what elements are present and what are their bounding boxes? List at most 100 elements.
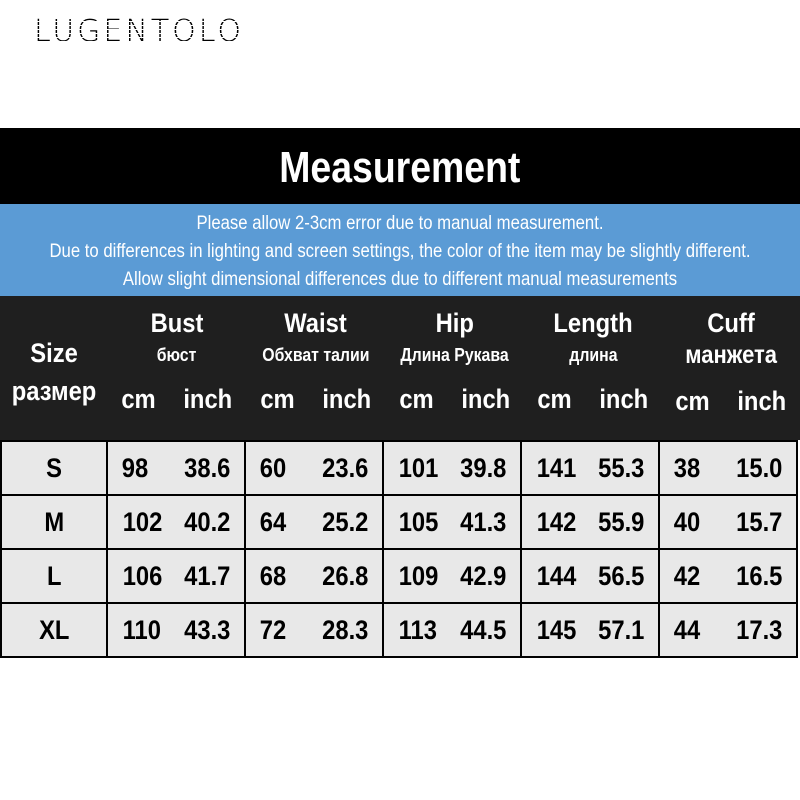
group-name-ru: манжета <box>685 341 777 369</box>
group-name-en: Bust <box>150 308 204 338</box>
inch-value: 55.9 <box>598 506 645 537</box>
measurement-cell: 106 41.7 <box>106 548 246 604</box>
cm-value: 40 <box>673 506 701 537</box>
unit-row: cm inch <box>108 384 246 415</box>
inch-value: 15.0 <box>736 452 783 483</box>
cm-value: 44 <box>673 614 701 645</box>
table-row: M 102 40.2 64 25.2 105 41.3 142 55.9 40 15.7 <box>0 494 798 550</box>
measurement-cell: 142 55.9 <box>520 494 660 550</box>
size-cell: M <box>0 494 108 550</box>
unit-cm: cm <box>121 384 156 414</box>
group-name-ru: длина <box>568 345 618 365</box>
cm-value: 109 <box>398 560 439 591</box>
inch-value: 15.7 <box>736 506 783 537</box>
unit-inch: inch <box>598 384 648 414</box>
cm-value: 98 <box>121 452 149 483</box>
notice-banner: Please allow 2-3cm error due to manual m… <box>0 204 800 296</box>
measurement-cell: 68 26.8 <box>244 548 384 604</box>
inch-value: 56.5 <box>598 560 645 591</box>
size-header-en: Size <box>30 338 78 368</box>
cm-value: 113 <box>398 614 437 645</box>
measurement-cell: 113 44.5 <box>382 602 522 658</box>
cm-value: 141 <box>536 452 577 483</box>
unit-cm: cm <box>260 384 295 414</box>
size-cell: S <box>0 440 108 496</box>
cm-value: 145 <box>536 614 577 645</box>
measurement-cell: 144 56.5 <box>520 548 660 604</box>
inch-value: 25.2 <box>322 506 369 537</box>
unit-row: cm inch <box>662 386 800 417</box>
inch-value: 38.6 <box>184 452 231 483</box>
title-text: Measurement <box>279 143 521 192</box>
inch-value: 17.3 <box>736 614 783 645</box>
inch-value: 57.1 <box>598 614 645 645</box>
measurement-cell: 64 25.2 <box>244 494 384 550</box>
unit-inch: inch <box>460 384 510 414</box>
measurement-cell: 110 43.3 <box>106 602 246 658</box>
size-cell: L <box>0 548 108 604</box>
measurement-cell: 72 28.3 <box>244 602 384 658</box>
cm-value: 60 <box>259 452 287 483</box>
group-name-ru: Обхват талии <box>262 345 370 365</box>
column-group-header: Waist Обхват талии cm inch <box>247 308 385 414</box>
inch-value: 55.3 <box>598 452 645 483</box>
table-header: Size размер Bust бюст cm inch Waist Обхват… <box>0 296 800 440</box>
unit-row: cm inch <box>386 384 524 415</box>
size-table: S 98 38.6 60 23.6 101 39.8 141 55.3 38 15.0 M 102 40.… <box>0 440 798 658</box>
column-group-header: Cuff манжета cm inch <box>662 308 800 416</box>
column-group-header: Hip Длина Рукава cm inch <box>386 308 524 414</box>
cm-value: 105 <box>398 506 439 537</box>
unit-inch: inch <box>182 384 232 414</box>
notice-line: Allow slight dimensional differences due… <box>122 269 678 290</box>
table-row: S 98 38.6 60 23.6 101 39.8 141 55.3 38 15.0 <box>0 440 798 496</box>
unit-cm: cm <box>399 384 434 414</box>
cm-value: 42 <box>673 560 701 591</box>
measurement-cell: 42 16.5 <box>658 548 798 604</box>
notice-line: Please allow 2-3cm error due to manual m… <box>196 213 604 234</box>
inch-value: 39.8 <box>460 452 507 483</box>
inch-value: 41.3 <box>460 506 507 537</box>
measurement-cell: 101 39.8 <box>382 440 522 496</box>
group-name-ru: бюст <box>157 345 197 365</box>
measurement-cell: 141 55.3 <box>520 440 660 496</box>
measurement-cell: 38 15.0 <box>658 440 798 496</box>
inch-value: 16.5 <box>736 560 783 591</box>
group-name-en: Waist <box>284 308 348 338</box>
size-header: Size размер <box>0 334 108 410</box>
measurement-cell: 109 42.9 <box>382 548 522 604</box>
group-name-en: Hip <box>435 308 475 338</box>
inch-value: 23.6 <box>322 452 369 483</box>
inch-value: 43.3 <box>184 614 231 645</box>
unit-cm: cm <box>537 384 572 414</box>
unit-row: cm inch <box>524 384 662 415</box>
measurement-cell: 60 23.6 <box>244 440 384 496</box>
inch-value: 42.9 <box>460 560 507 591</box>
cm-value: 144 <box>536 560 577 591</box>
brand-logo: LUGENTOLO <box>34 14 245 49</box>
group-name-en: Length <box>553 308 633 338</box>
group-name-en: Cuff <box>707 308 755 338</box>
cm-value: 64 <box>259 506 287 537</box>
unit-row: cm inch <box>247 384 385 415</box>
cm-value: 106 <box>122 560 163 591</box>
unit-inch: inch <box>321 384 371 414</box>
size-cell: XL <box>0 602 108 658</box>
unit-inch: inch <box>736 386 786 416</box>
inch-value: 26.8 <box>322 560 369 591</box>
notice-line: Due to differences in lighting and scree… <box>49 241 751 262</box>
inch-value: 40.2 <box>184 506 231 537</box>
cm-value: 110 <box>122 614 161 645</box>
measurement-cell: 102 40.2 <box>106 494 246 550</box>
unit-cm: cm <box>675 386 710 416</box>
cm-value: 102 <box>122 506 163 537</box>
column-group-header: Length длина cm inch <box>524 308 662 414</box>
measurement-cell: 44 17.3 <box>658 602 798 658</box>
column-group-header: Bust бюст cm inch <box>108 308 246 414</box>
measurement-cell: 98 38.6 <box>106 440 246 496</box>
measurement-cell: 145 57.1 <box>520 602 660 658</box>
cm-value: 38 <box>673 452 701 483</box>
group-name-ru: Длина Рукава <box>400 345 510 365</box>
inch-value: 28.3 <box>322 614 369 645</box>
measurement-cell: 40 15.7 <box>658 494 798 550</box>
measurement-cell: 105 41.3 <box>382 494 522 550</box>
